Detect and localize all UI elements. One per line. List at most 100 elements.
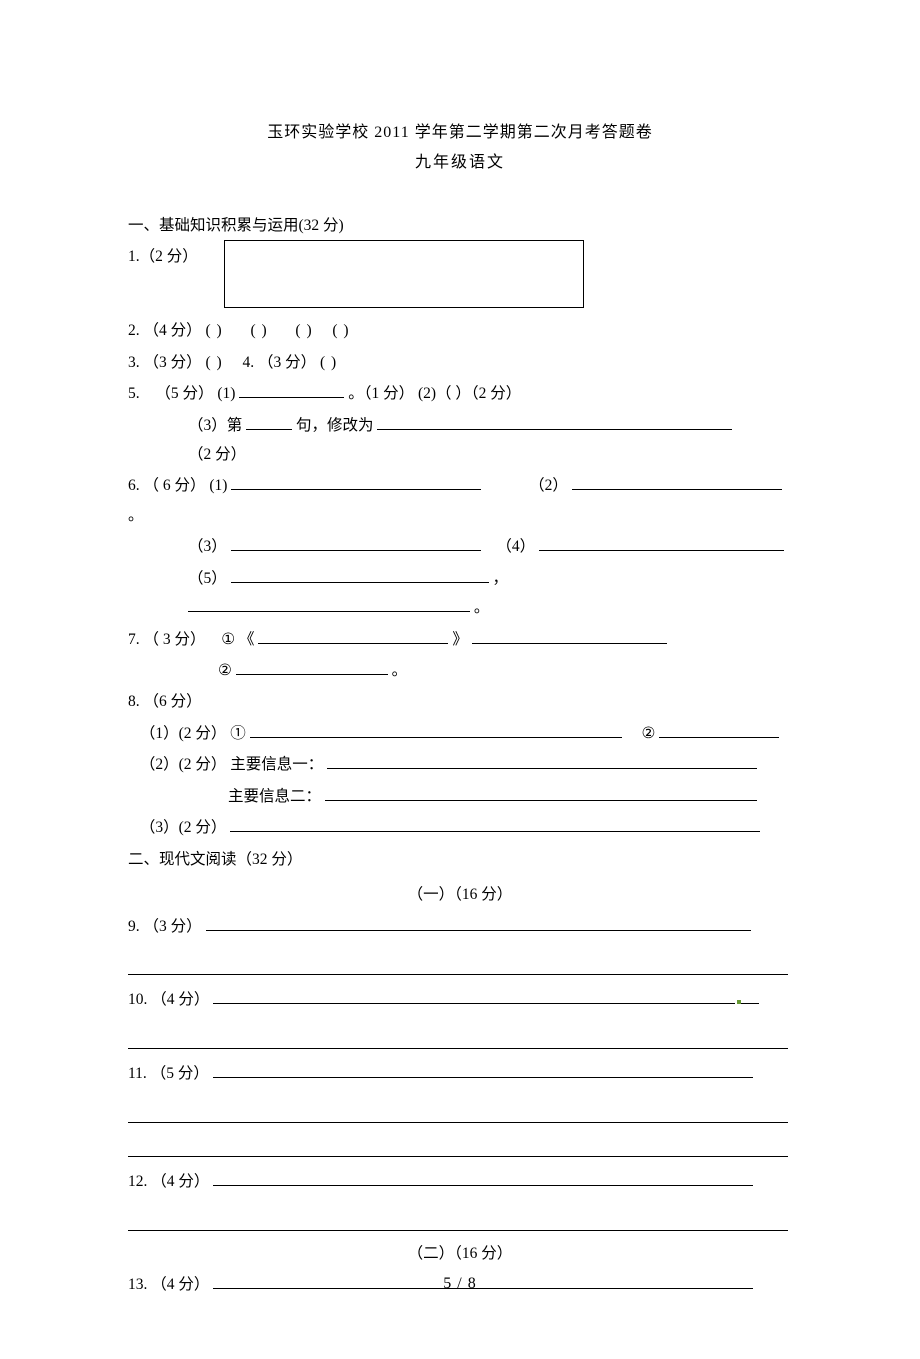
q5-p3b: 句，修改为: [296, 417, 374, 434]
period: 。: [392, 662, 408, 679]
blank-paren: ( ): [295, 322, 312, 339]
blank-line: [213, 1062, 753, 1078]
q6-points: （ 6 分）: [144, 477, 206, 494]
q8-points: （6 分）: [144, 693, 202, 710]
q7-number: 7.: [128, 631, 140, 648]
q2-points: （4 分）: [144, 322, 202, 339]
circle-1: ①: [221, 631, 235, 648]
blank-line: [325, 785, 757, 801]
blank-line: [188, 596, 470, 612]
part-a-heading: （一）（16 分）: [128, 880, 792, 909]
blank-line: [246, 413, 292, 429]
q8-p2: （2）(2 分） 主要信息一：: [128, 750, 792, 779]
blank-line: [231, 474, 481, 490]
q2: 2. （4 分） ( ) ( ) ( ) ( ): [128, 316, 792, 345]
blank-line: [659, 722, 779, 738]
blank-line: [128, 959, 788, 975]
period: 。: [128, 507, 144, 524]
q5: 5. （5 分） (1) 。（1 分） (2)（ ）（2 分）: [128, 379, 792, 408]
q5-p1: (1): [217, 385, 235, 402]
blank-line: [231, 535, 481, 551]
q3-q4: 3. （3 分） ( ) 4. （3 分） ( ): [128, 348, 792, 377]
blank-line: [128, 1141, 788, 1157]
blank-paren: ( ): [206, 322, 223, 339]
title: 玉环实验学校 2011 学年第二学期第二次月考答题卷: [128, 118, 792, 148]
answer-box: [224, 240, 584, 308]
period: 。: [474, 599, 490, 616]
page: 玉环实验学校 2011 学年第二学期第二次月考答题卷 九年级语文 一、基础知识积…: [0, 0, 920, 1359]
q9-number: 9.: [128, 918, 140, 935]
blank-line: [213, 988, 735, 1004]
q3-number: 3.: [128, 354, 140, 371]
q6-p1: (1): [209, 477, 227, 494]
q10-number: 10.: [128, 991, 147, 1008]
q11-number: 11.: [128, 1065, 147, 1082]
q5-number: 5.: [128, 385, 140, 402]
q9-points: （3 分）: [144, 918, 202, 935]
q4-number: 4.: [242, 354, 254, 371]
q11: 11. （5 分）: [128, 1059, 792, 1088]
q6-p5: （5）: [188, 570, 227, 587]
q5-p3a: （3）第: [188, 417, 242, 434]
q6-p2: （2）: [529, 477, 568, 494]
q8-p1: （1）(2 分） ① ②: [128, 719, 792, 748]
q6: 6. （ 6 分） (1) （2） 。: [128, 471, 792, 530]
q8-p3: （3）(2 分）: [128, 813, 792, 842]
q12-number: 12.: [128, 1173, 147, 1190]
q8: 8. （6 分）: [128, 687, 792, 716]
part-b-heading: （二）（16 分）: [128, 1239, 792, 1268]
q11-points: （5 分）: [151, 1065, 209, 1082]
circle-1: ①: [230, 725, 246, 742]
q8-p2-label: （2）(2 分）: [140, 756, 227, 773]
q1-number: 1.: [128, 242, 140, 271]
blank-paren: ( ): [320, 354, 337, 371]
section-2-heading: 二、现代文阅读（32 分）: [128, 845, 792, 874]
blank-line: [231, 566, 489, 582]
q5-points: （5 分）: [155, 385, 213, 402]
subtitle: 九年级语文: [128, 148, 792, 178]
q4-points: （3 分）: [258, 354, 316, 371]
q5-p3c: （2 分）: [188, 446, 246, 463]
q7-line2: ② 。: [128, 656, 792, 685]
q6-p3: （3）: [188, 538, 227, 555]
book-open: 《: [239, 631, 255, 648]
q5-p3: （3）第 句，修改为 （2 分）: [128, 411, 792, 470]
q1-points: （2 分）: [140, 242, 198, 271]
info2: 主要信息二：: [228, 788, 321, 805]
blank-line: [258, 627, 448, 643]
q6-number: 6.: [128, 477, 140, 494]
blank-paren: ( ): [332, 322, 349, 339]
q10-points: （4 分）: [151, 991, 209, 1008]
blank-line: [327, 753, 757, 769]
q6-line2: （3） （4）: [128, 532, 792, 561]
q5-p2: (2)（ ）（2 分）: [418, 385, 521, 402]
q6-line3: （5） ， 。: [128, 564, 792, 623]
q10: 10. （4 分）: [128, 985, 792, 1014]
blank-line: [236, 659, 388, 675]
q7: 7. （ 3 分） ① 《 》: [128, 625, 792, 654]
section-1-heading: 一、基础知识积累与运用(32 分): [128, 211, 792, 240]
q2-number: 2.: [128, 322, 140, 339]
comma: ，: [493, 570, 509, 587]
blank-line: [230, 816, 760, 832]
book-close: 》: [452, 631, 468, 648]
info1: 主要信息一：: [230, 756, 323, 773]
q1: 1. （2 分）: [128, 242, 792, 308]
q8-number: 8.: [128, 693, 140, 710]
q8-p3-label: （3）(2 分）: [140, 819, 227, 836]
q3-points: （3 分）: [144, 354, 202, 371]
blank-paren: ( ): [250, 322, 267, 339]
blank-line: [377, 413, 732, 429]
blank-line: [213, 1170, 753, 1186]
blank-line: [539, 535, 784, 551]
q7-points: （ 3 分）: [144, 631, 206, 648]
q12: 12. （4 分）: [128, 1167, 792, 1196]
q12-points: （4 分）: [151, 1173, 209, 1190]
blank-line: [572, 474, 782, 490]
blank-paren: ( ): [206, 354, 223, 371]
q8-p2b: 主要信息二：: [128, 782, 792, 811]
blank-line: [472, 627, 667, 643]
blank-line: [250, 722, 622, 738]
q9: 9. （3 分）: [128, 912, 792, 941]
q5-p1-suffix: 。（1 分）: [348, 385, 414, 402]
